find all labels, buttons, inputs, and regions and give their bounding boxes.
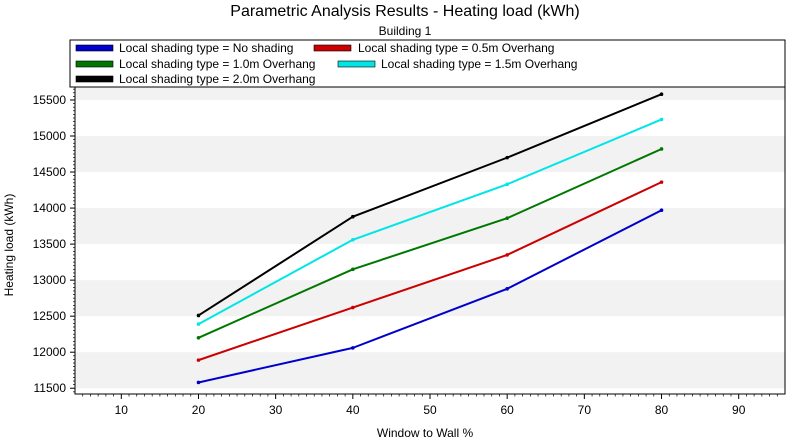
series-line[interactable]	[198, 181, 662, 362]
y-tick-label: 12500	[33, 309, 67, 323]
series-line[interactable]	[197, 93, 662, 317]
y-tick-label: 13500	[33, 237, 67, 251]
data-point[interactable]	[351, 214, 355, 219]
x-tick-label: 80	[655, 403, 669, 417]
series-line[interactable]	[197, 118, 662, 325]
x-tick-label: 40	[346, 403, 360, 417]
data-point[interactable]	[351, 305, 355, 310]
y-tick-label: 13000	[33, 273, 67, 287]
x-tick-label: 20	[192, 403, 206, 417]
data-point[interactable]	[351, 267, 355, 272]
data-point[interactable]	[196, 322, 201, 326]
legend-swatch[interactable]	[75, 44, 114, 52]
data-point[interactable]	[505, 182, 509, 187]
data-point[interactable]	[659, 92, 664, 97]
x-tick-label: 70	[578, 403, 592, 417]
y-tick-label: 15000	[33, 129, 67, 143]
grid-band	[75, 280, 785, 317]
y-tick-label: 14000	[33, 201, 67, 215]
x-axis-label: Window to Wall %	[377, 426, 474, 440]
legend-label[interactable]: Local shading type = 1.0m Overhang	[119, 57, 315, 71]
data-point[interactable]	[505, 155, 509, 160]
chart-subtitle: Building 1	[379, 24, 432, 38]
y-tick-label: 15500	[33, 93, 67, 107]
data-point[interactable]	[196, 358, 201, 362]
data-point[interactable]	[505, 286, 509, 291]
data-point[interactable]	[351, 346, 355, 350]
data-point[interactable]	[659, 180, 664, 184]
legend-label[interactable]: Local shading type = 2.0m Overhang	[119, 72, 315, 86]
legend-label[interactable]: Local shading type = No shading	[119, 41, 293, 55]
grid-band	[75, 136, 785, 173]
x-tick-label: 30	[269, 403, 283, 417]
legend-label[interactable]: Local shading type = 0.5m Overhang	[358, 41, 554, 55]
chart-title: Parametric Analysis Results - Heating lo…	[230, 3, 579, 20]
data-point[interactable]	[505, 216, 509, 220]
series-line[interactable]	[198, 148, 662, 339]
x-tick-label: 90	[732, 403, 746, 417]
y-tick-label: 14500	[33, 165, 67, 179]
data-point[interactable]	[659, 208, 664, 213]
grid-band	[75, 352, 785, 389]
y-tick-label: 11500	[34, 381, 67, 395]
y-tick-label: 12000	[33, 345, 67, 359]
x-tick-label: 10	[115, 403, 129, 417]
x-tick-label: 50	[423, 403, 437, 417]
data-point[interactable]	[351, 237, 355, 242]
grid-band	[75, 208, 785, 245]
series-line[interactable]	[198, 209, 662, 384]
legend-label[interactable]: Local shading type = 1.5m Overhang	[381, 57, 577, 71]
data-point[interactable]	[659, 117, 664, 122]
y-axis-label: Heating load (kWh)	[2, 194, 16, 297]
series-group	[196, 92, 664, 385]
x-tick-label: 60	[500, 403, 514, 417]
grid-band	[75, 87, 785, 100]
data-point[interactable]	[196, 335, 201, 340]
legend-swatch[interactable]	[313, 44, 352, 52]
grid	[75, 87, 785, 389]
legend-box	[69, 39, 786, 88]
legend: Local shading type = No shading Local sha…	[69, 39, 786, 88]
legend-swatch[interactable]	[337, 60, 376, 68]
data-point[interactable]	[659, 147, 664, 151]
legend-swatch[interactable]	[75, 60, 114, 68]
data-point[interactable]	[505, 253, 509, 257]
legend-swatch[interactable]	[75, 75, 114, 83]
data-point[interactable]	[196, 380, 201, 385]
axes: 11500 12000 12500 13000 13500 14000 14500 15000…	[33, 86, 786, 417]
data-point[interactable]	[196, 313, 201, 318]
